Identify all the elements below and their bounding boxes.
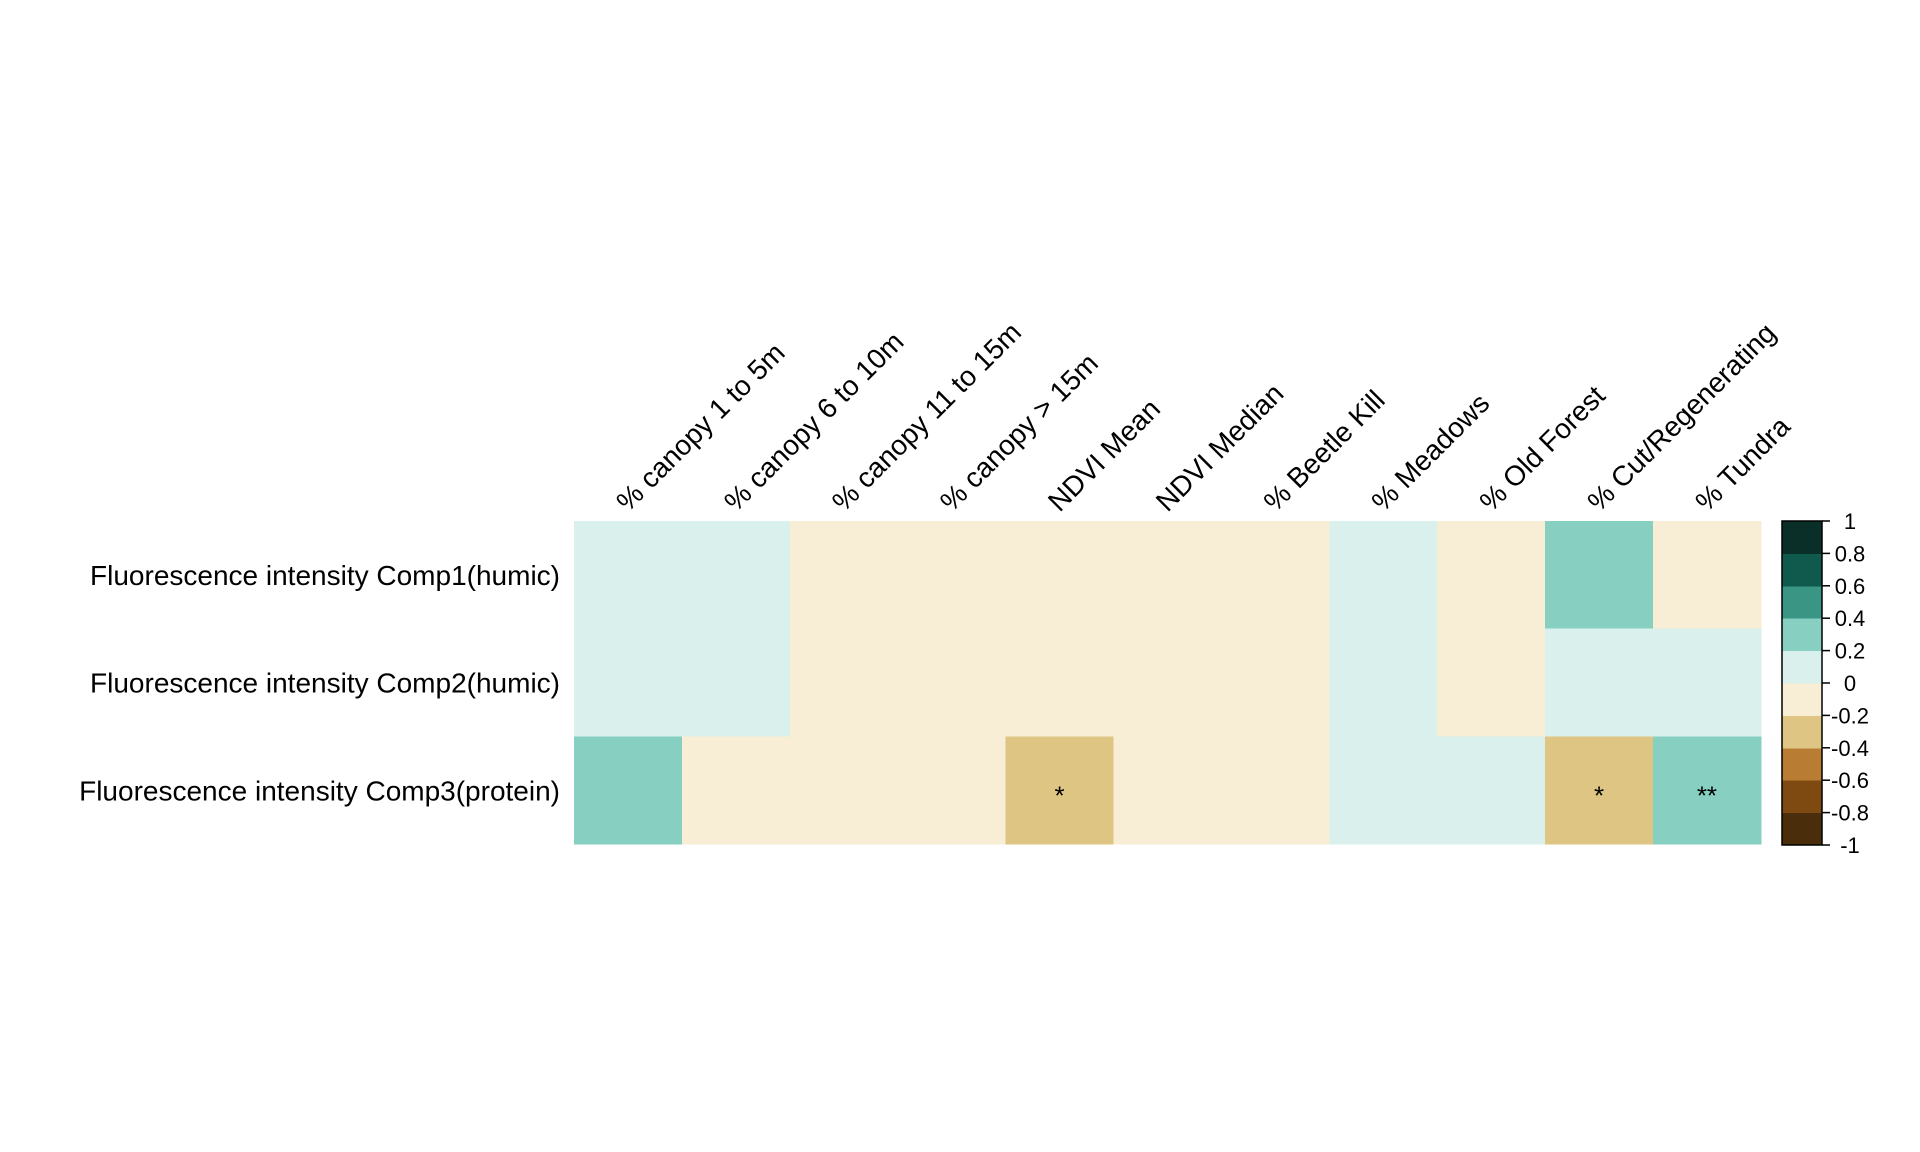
legend-color-bin [1782,780,1822,814]
heatmap-cell [1005,521,1115,630]
heatmap-cell [897,521,1007,630]
heatmap-cell [897,736,1007,845]
heatmap-cell [1329,628,1438,737]
significance-marker: ** [1697,780,1717,810]
column-label: % canopy 6 to 10m [718,326,909,517]
legend-color-bin [1782,715,1822,749]
heatmap-cell [789,736,899,845]
row-labels: Fluorescence intensity Comp1(humic) Fluor… [79,560,560,806]
column-labels: % canopy 1 to 5m% canopy 6 to 10m% canop… [610,316,1796,517]
heatmap-cell [789,521,899,630]
heatmap-cell [1545,521,1654,630]
legend-color-bin [1782,585,1822,619]
legend-tick-label: -0.6 [1831,768,1869,793]
legend-tick-label: -0.2 [1831,703,1869,728]
heatmap-cell [1005,628,1115,737]
heatmap-cell [1545,736,1654,845]
legend-color-bin [1782,812,1822,846]
heatmap-cell [681,628,791,737]
heatmap-cell [1437,736,1546,845]
heatmap-cell [1437,628,1546,737]
legend-tick-label: 0 [1844,671,1856,696]
heatmap-cell [1653,521,1762,630]
color-legend: 1 0.8 0.6 0.4 0.2 0 -0.2 -0.4 -0.6 -0.8 -1 [1781,509,1869,858]
significance-marker: * [1594,780,1604,810]
column-label: % canopy 11 to 15m [826,316,1027,517]
heatmap-cell [1329,736,1438,845]
heatmap-cell [681,736,791,845]
legend-color-bin [1782,747,1822,781]
heatmap-cell [1113,521,1222,630]
significance-marker: * [1054,780,1064,810]
legend-tick-label: 1 [1844,509,1856,534]
legend-tick-label: -0.8 [1831,801,1869,826]
heatmap-cell [1653,736,1762,845]
heatmap-cell [1005,736,1115,845]
heatmap-cell [574,521,683,630]
legend-color-bin [1782,521,1822,554]
legend-tick-label: 0.8 [1835,541,1866,566]
heatmap-cell [1653,628,1762,737]
legend-tick-label: 0.6 [1835,574,1866,599]
heatmap-cell [574,628,683,737]
legend-tick-label: -0.4 [1831,736,1869,761]
heatmap-cell [1545,628,1654,737]
legend-color-bin [1782,553,1822,587]
row-label: Fluorescence intensity Comp3(protein) [79,775,560,806]
heatmap-cell [1221,521,1330,630]
column-label: % Cut/Regenerating [1581,317,1781,517]
legend-tick-label: -1 [1840,833,1860,858]
heatmap-cell [574,736,683,845]
legend-color-bin [1782,618,1822,652]
heatmap-cell [681,521,791,630]
legend-tick-label: 0.2 [1835,639,1866,664]
heatmap-cell [789,628,899,737]
heatmap-cell [1221,736,1330,845]
heatmap-cell [1329,521,1438,630]
row-label: Fluorescence intensity Comp1(humic) [90,560,560,591]
heatmap-cells [574,521,1762,845]
row-label: Fluorescence intensity Comp2(humic) [90,668,560,699]
heatmap-cell [897,628,1007,737]
significance-markers: * * ** [1054,780,1717,810]
heatmap-cell [1437,521,1546,630]
heatmap-cell [1221,628,1330,737]
legend-tick-label: 0.4 [1835,606,1866,631]
legend-color-bin [1782,683,1822,716]
legend-color-bin [1782,650,1822,684]
heatmap-cell [1113,628,1222,737]
column-label: % Tundra [1689,410,1796,517]
heatmap-cell [1113,736,1222,845]
